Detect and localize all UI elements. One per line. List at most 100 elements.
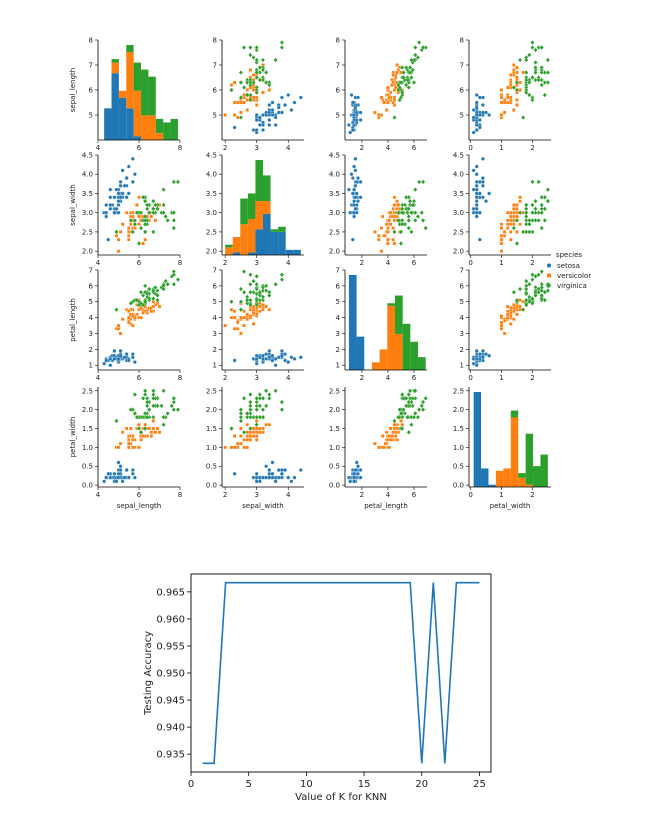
point-setosa <box>267 118 272 122</box>
point-versicolor <box>126 438 131 442</box>
point-versicolor <box>515 98 519 102</box>
y-tick-label: 0.955 <box>156 641 185 652</box>
point-virginica <box>533 210 538 216</box>
point-setosa <box>358 195 363 200</box>
point-versicolor <box>258 426 262 431</box>
point-setosa <box>474 123 479 127</box>
point-virginica <box>412 210 418 216</box>
point-virginica <box>523 69 529 76</box>
y-axis-label: petal_width <box>69 417 77 458</box>
point-setosa <box>124 176 129 181</box>
point-virginica <box>169 403 175 409</box>
point-virginica <box>405 210 410 216</box>
x-axis-label: sepal_width <box>242 502 283 510</box>
point-setosa <box>354 179 359 184</box>
point-setosa <box>279 353 284 358</box>
point-setosa <box>279 471 284 476</box>
point-setosa <box>116 191 121 196</box>
y-tick-label: 7 <box>336 267 340 275</box>
point-versicolor <box>248 68 253 72</box>
point-virginica <box>138 225 144 231</box>
point-versicolor <box>515 312 519 317</box>
point-setosa <box>118 195 123 200</box>
point-versicolor <box>377 237 381 242</box>
point-virginica <box>539 269 545 275</box>
point-setosa <box>354 110 359 115</box>
y-tick-label: 8 <box>460 37 464 45</box>
point-setosa <box>353 206 358 211</box>
y-tick-label: 3.0 <box>82 209 93 217</box>
point-virginica <box>416 39 422 46</box>
point-virginica <box>254 297 259 303</box>
point-versicolor <box>147 426 152 431</box>
point-virginica <box>420 44 426 51</box>
point-setosa <box>130 468 135 472</box>
point-versicolor <box>116 249 121 253</box>
point-setosa <box>270 358 275 363</box>
pairplot-panel-petal_length-vs-petal_length: 2 4 6 1 2 3 4 5 6 7 <box>336 267 427 382</box>
point-virginica <box>151 296 156 302</box>
point-setosa <box>264 352 269 357</box>
point-virginica <box>530 179 535 185</box>
point-virginica <box>263 388 269 394</box>
point-setosa <box>130 352 135 357</box>
point-virginica <box>260 294 266 300</box>
point-virginica <box>514 240 520 246</box>
point-setosa <box>346 123 351 127</box>
y-tick-label: 6 <box>336 282 341 290</box>
hist-bar-virginica <box>510 410 519 418</box>
point-virginica <box>171 399 177 405</box>
point-virginica <box>263 288 269 294</box>
point-setosa <box>257 115 262 120</box>
x-axis-label: petal_width <box>490 502 531 510</box>
point-virginica <box>136 425 142 432</box>
point-virginica <box>171 179 177 185</box>
x-tick-label: 10 <box>300 779 313 790</box>
point-setosa <box>474 214 479 219</box>
point-versicolor <box>395 207 399 211</box>
point-versicolor <box>232 309 237 314</box>
point-versicolor <box>515 70 519 75</box>
point-virginica <box>241 44 247 51</box>
point-virginica <box>241 269 247 275</box>
point-setosa <box>122 475 127 480</box>
point-virginica <box>153 284 158 290</box>
point-setosa <box>273 115 278 120</box>
y-tick-label: 2.5 <box>206 387 217 395</box>
y-tick-label: 7 <box>460 62 464 70</box>
point-setosa <box>254 475 259 480</box>
point-virginica <box>415 414 421 420</box>
point-virginica <box>530 229 535 235</box>
point-virginica <box>260 407 266 413</box>
point-virginica <box>530 74 535 81</box>
point-virginica <box>403 403 409 409</box>
hist-bar-versicolor <box>155 132 164 140</box>
y-tick-label: 2.0 <box>453 248 464 256</box>
point-virginica <box>533 59 538 66</box>
point-virginica <box>533 217 538 223</box>
point-versicolor <box>509 222 513 226</box>
point-setosa <box>352 479 357 484</box>
point-setosa <box>286 360 291 365</box>
x-tick-label: 2 <box>530 259 534 267</box>
point-virginica <box>238 79 244 86</box>
point-virginica <box>257 77 263 83</box>
point-virginica <box>151 198 156 204</box>
point-virginica <box>163 278 168 284</box>
point-virginica <box>399 210 405 216</box>
point-virginica <box>254 273 259 279</box>
point-setosa <box>132 360 137 365</box>
point-setosa <box>471 115 476 120</box>
point-versicolor <box>394 430 398 435</box>
point-versicolor <box>499 226 504 230</box>
point-virginica <box>260 284 266 290</box>
point-virginica <box>132 392 138 398</box>
y-tick-label: 5 <box>460 298 464 306</box>
x-tick-label: 2 <box>360 491 364 499</box>
point-versicolor <box>143 237 147 242</box>
point-versicolor <box>157 430 162 435</box>
point-versicolor <box>223 445 227 450</box>
point-setosa <box>264 356 269 361</box>
hist-bar-virginica <box>525 433 534 485</box>
